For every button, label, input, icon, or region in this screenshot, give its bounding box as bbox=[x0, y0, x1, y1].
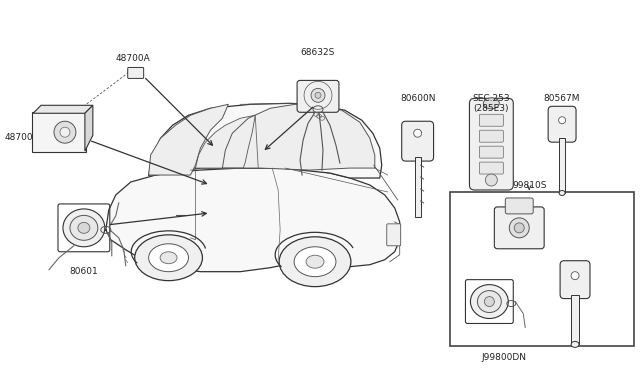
Polygon shape bbox=[148, 103, 382, 178]
Text: (285E3): (285E3) bbox=[474, 104, 509, 113]
Ellipse shape bbox=[477, 291, 501, 312]
Polygon shape bbox=[33, 105, 93, 113]
FancyBboxPatch shape bbox=[548, 106, 576, 142]
FancyBboxPatch shape bbox=[32, 112, 86, 152]
Ellipse shape bbox=[485, 174, 497, 186]
Bar bbox=[559, 138, 565, 193]
Text: 80600N: 80600N bbox=[400, 94, 435, 103]
FancyBboxPatch shape bbox=[469, 98, 513, 190]
Text: 80567M: 80567M bbox=[544, 94, 580, 103]
Polygon shape bbox=[85, 105, 93, 151]
Text: SEC.253: SEC.253 bbox=[472, 94, 510, 103]
Ellipse shape bbox=[559, 190, 565, 195]
Ellipse shape bbox=[483, 98, 499, 109]
FancyBboxPatch shape bbox=[128, 67, 143, 78]
Ellipse shape bbox=[571, 341, 579, 347]
Ellipse shape bbox=[279, 237, 351, 286]
Text: 99810S: 99810S bbox=[512, 180, 547, 189]
FancyBboxPatch shape bbox=[479, 114, 503, 126]
Ellipse shape bbox=[70, 215, 98, 240]
FancyBboxPatch shape bbox=[494, 207, 544, 249]
Ellipse shape bbox=[484, 296, 494, 307]
Text: 80601: 80601 bbox=[70, 267, 99, 276]
Ellipse shape bbox=[63, 209, 105, 247]
FancyBboxPatch shape bbox=[479, 130, 503, 142]
Bar bbox=[571, 295, 579, 344]
Text: 48700A: 48700A bbox=[116, 54, 150, 63]
FancyBboxPatch shape bbox=[297, 80, 339, 112]
Ellipse shape bbox=[148, 244, 189, 272]
Bar bbox=[415, 157, 420, 217]
FancyBboxPatch shape bbox=[560, 261, 590, 299]
Polygon shape bbox=[195, 115, 255, 168]
Ellipse shape bbox=[78, 222, 90, 233]
FancyBboxPatch shape bbox=[506, 198, 533, 214]
Ellipse shape bbox=[315, 92, 321, 98]
Ellipse shape bbox=[60, 127, 70, 137]
Ellipse shape bbox=[160, 252, 177, 264]
Ellipse shape bbox=[306, 255, 324, 268]
Polygon shape bbox=[148, 104, 228, 175]
Ellipse shape bbox=[54, 121, 76, 143]
Polygon shape bbox=[106, 168, 400, 272]
Ellipse shape bbox=[311, 89, 325, 102]
Polygon shape bbox=[222, 104, 375, 170]
Ellipse shape bbox=[294, 247, 336, 277]
FancyBboxPatch shape bbox=[479, 146, 503, 158]
Ellipse shape bbox=[134, 235, 202, 280]
Ellipse shape bbox=[515, 223, 524, 233]
Text: 48700: 48700 bbox=[4, 133, 33, 142]
Ellipse shape bbox=[470, 285, 508, 318]
FancyBboxPatch shape bbox=[479, 162, 503, 174]
Bar bbox=[449, 192, 634, 346]
Ellipse shape bbox=[413, 129, 422, 137]
Ellipse shape bbox=[509, 218, 529, 238]
Text: J99800DN: J99800DN bbox=[482, 353, 527, 362]
Ellipse shape bbox=[559, 117, 566, 124]
FancyBboxPatch shape bbox=[387, 224, 401, 246]
FancyBboxPatch shape bbox=[402, 121, 433, 161]
Text: 68632S: 68632S bbox=[301, 48, 335, 57]
Ellipse shape bbox=[571, 272, 579, 280]
